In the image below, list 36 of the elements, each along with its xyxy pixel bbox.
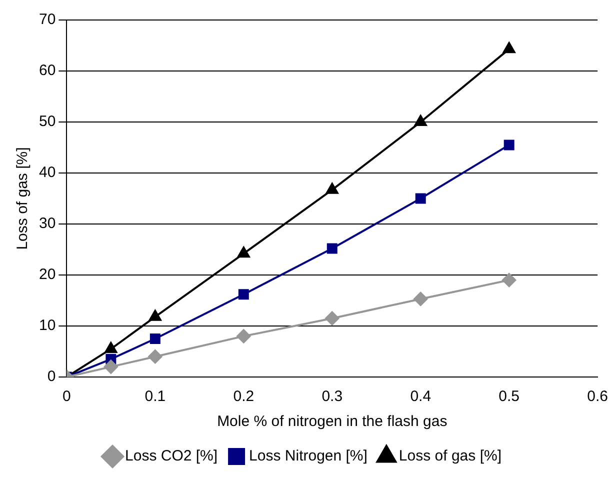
point [236,329,251,344]
x-tick-label: 0.6 [587,388,608,406]
x-tick-label: 0.3 [322,388,343,406]
point [504,140,514,150]
x-tick-label: 0.2 [233,388,254,406]
y-tick-label: 20 [38,266,56,284]
y-tick-label: 40 [38,164,56,182]
x-axis-title: Mole % of nitrogen in the flash gas [217,413,448,430]
point [502,273,516,288]
y-tick-label: 0 [47,368,56,386]
y-tick-label: 30 [38,215,56,232]
point [148,350,162,364]
y-axis-title: Loss of gas [%] [14,147,32,250]
y-tick-label: 10 [38,317,56,334]
point [238,289,249,300]
point [326,243,338,254]
x-tick-label: 0.5 [498,388,520,406]
point [150,334,160,344]
point [325,311,340,326]
x-tick-label: 0.1 [144,388,166,406]
y-tick-label: 50 [38,113,56,130]
point [502,42,516,54]
x-tick-label: 0.4 [410,388,432,406]
x-tick-label: 0 [62,388,71,406]
y-tick-label: 60 [38,62,56,80]
legend-label: Loss CO2 [%] [125,448,218,465]
point [326,182,338,194]
point [415,193,426,204]
point [237,246,250,258]
point [414,115,427,126]
point [104,360,118,374]
legend-label: Loss Nitrogen [%] [249,448,368,465]
legend-label: Loss of gas [%] [398,448,502,465]
y-tick-label: 70 [38,11,56,28]
point [414,292,428,306]
point [148,310,162,321]
